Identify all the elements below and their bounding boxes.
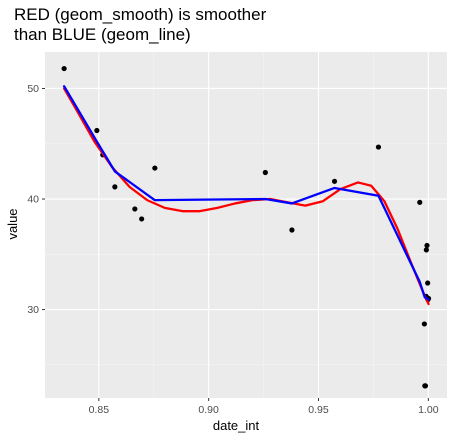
- data-point: [289, 227, 295, 233]
- data-point: [139, 216, 145, 222]
- data-point: [425, 280, 431, 286]
- plot-panel: [45, 52, 447, 398]
- data-point: [152, 165, 158, 171]
- data-point: [424, 242, 430, 249]
- series-layer: [61, 65, 432, 389]
- x-tick-label: 1.00: [418, 404, 439, 416]
- x-tick-label: 0.85: [89, 404, 110, 416]
- x-tick-label: 0.95: [308, 404, 329, 416]
- data-point: [132, 206, 138, 212]
- connecting-line-blue: [62, 85, 430, 301]
- chart-title-line-2: than BLUE (geom_line): [14, 25, 191, 44]
- data-point: [417, 199, 423, 205]
- y-tick-label: 50: [27, 83, 39, 95]
- minor-gridlines: [45, 52, 447, 398]
- axes-layer: 0.85 0.90 0.95 1.00 30 40 50: [27, 83, 438, 416]
- chart-title-line-1: RED (geom_smooth) is smoother: [14, 5, 267, 24]
- y-axis-label: value: [5, 208, 20, 239]
- x-tick-label: 0.90: [198, 404, 219, 416]
- data-point: [423, 247, 429, 253]
- x-axis-label: date_int: [213, 418, 260, 433]
- data-point: [61, 65, 67, 72]
- data-point: [112, 184, 118, 190]
- y-tick-label: 40: [27, 194, 39, 206]
- data-point: [262, 169, 268, 176]
- data-point: [375, 144, 382, 150]
- data-point: [94, 127, 100, 134]
- data-point: [331, 178, 338, 184]
- data-point: [421, 321, 427, 327]
- y-tick-label: 30: [27, 304, 39, 316]
- data-point: [422, 383, 429, 389]
